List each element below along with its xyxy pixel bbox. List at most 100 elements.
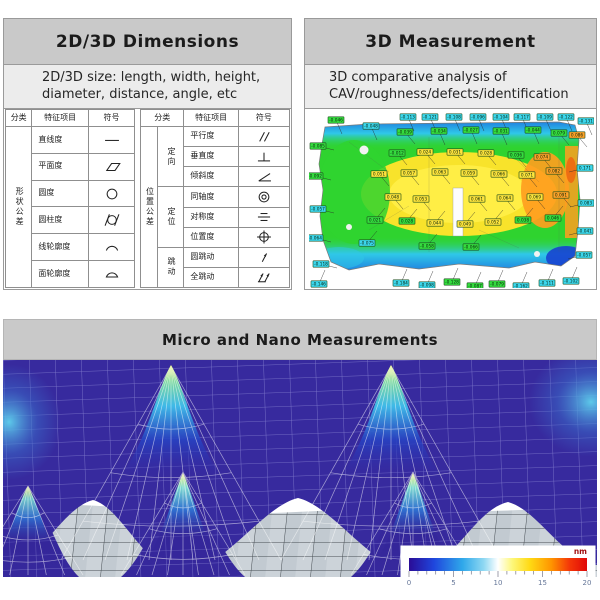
straightness-icon xyxy=(99,135,125,144)
measurement-label: -0.117 xyxy=(513,113,531,132)
measurement-label: 0.048 xyxy=(384,193,404,210)
measurement-label: 0.079 xyxy=(550,129,570,146)
measurement-label: -0.041 xyxy=(568,227,594,236)
measurement-label: -0.048 xyxy=(362,122,380,141)
svg-text:-0.128: -0.128 xyxy=(445,280,459,286)
svg-text:-0.058: -0.058 xyxy=(420,244,434,250)
svg-text:-0.102: -0.102 xyxy=(564,279,578,285)
svg-text:0.052: 0.052 xyxy=(487,220,500,226)
svg-text:0.049: 0.049 xyxy=(459,222,472,228)
measurement-label: -0.096 xyxy=(469,113,487,132)
svg-text:0.071: 0.071 xyxy=(521,173,534,179)
measurement-label: -0.113 xyxy=(399,113,417,132)
coaxiality-icon xyxy=(251,191,277,203)
measurement-label: 0.031 xyxy=(446,148,466,165)
measurement-label: 0.074 xyxy=(533,153,553,170)
svg-text:-0.121: -0.121 xyxy=(423,115,437,121)
svg-text:0.053: 0.053 xyxy=(415,197,428,203)
part-slot xyxy=(452,187,464,237)
feature-item: 平面度 xyxy=(31,152,89,181)
measurement-label: -0.046 xyxy=(327,116,345,135)
svg-text:-0.109: -0.109 xyxy=(538,115,552,121)
measurement-label: -0.085 xyxy=(309,142,335,151)
col-header-symbol: 符号 xyxy=(87,109,136,127)
colorbar-tick-label: 15 xyxy=(538,579,547,587)
measurement-label: 0.046 xyxy=(544,205,564,222)
measurement-label: 0.021 xyxy=(366,207,386,224)
col-header-category: 分类 xyxy=(4,109,33,127)
svg-text:-0.131: -0.131 xyxy=(579,119,593,125)
svg-text:-0.048: -0.048 xyxy=(364,124,378,130)
measurement-label: 0.066 xyxy=(490,170,510,187)
measured-part xyxy=(319,122,580,270)
svg-text:-0.046: -0.046 xyxy=(329,118,343,124)
parallelism-icon xyxy=(251,131,277,142)
measurement-label: 0.028 xyxy=(398,208,418,225)
svg-text:-0.057: -0.057 xyxy=(577,253,591,259)
feature-item: 线轮廓度 xyxy=(31,233,89,262)
svg-text:-0.184: -0.184 xyxy=(394,281,408,287)
svg-text:0.021: 0.021 xyxy=(369,218,382,224)
panel-2d3d-subtitle: 2D/3D size: length, width, height, diame… xyxy=(4,65,291,109)
svg-text:-0.039: -0.039 xyxy=(398,130,412,136)
panel-3d-header: 3D Measurement xyxy=(305,19,596,65)
colorbar: nm 0 5 10 15 20 xyxy=(400,545,596,593)
svg-text:0.059: 0.059 xyxy=(463,171,476,177)
tolerance-table-form: 分类 特征项目 符号 形状公差 直线度 平面度 圆度 圆柱度 线轮廓度 面轮廓度 xyxy=(4,109,136,288)
heatmap-image: -0.113 -0.121 -0.108 -0.096 -0.104 -0.117 -0.1… xyxy=(305,109,596,291)
svg-text:-0.075: -0.075 xyxy=(360,241,374,247)
measurement-label: 0.091 xyxy=(552,191,572,208)
measurement-label: -0.131 xyxy=(577,117,594,136)
svg-text:-0.104: -0.104 xyxy=(494,115,508,121)
svg-text:0.091: 0.091 xyxy=(555,193,568,199)
measurement-label: -0.128 xyxy=(443,267,461,286)
subcategory-runout: 跳动 xyxy=(156,246,185,289)
cylindricity-icon xyxy=(99,214,125,227)
subcategory-location: 定位 xyxy=(156,186,185,248)
perpendicularity-icon xyxy=(251,152,277,162)
svg-text:-0.117: -0.117 xyxy=(515,115,529,121)
colorbar-tick-label: 10 xyxy=(494,579,503,587)
feature-item: 对称度 xyxy=(183,206,239,228)
measurement-label: 0.069 xyxy=(526,193,546,210)
measurement-label: 0.052 xyxy=(484,209,504,226)
panel-3d-subtitle: 3D comparative analysis of CAV/roughness… xyxy=(305,65,596,109)
measurement-label: 0.053 xyxy=(412,195,432,212)
svg-text:0.051: 0.051 xyxy=(373,172,386,178)
measurement-label: -0.079 xyxy=(488,269,506,288)
svg-text:0.079: 0.079 xyxy=(553,131,566,137)
part-hole xyxy=(346,224,352,230)
svg-text:0.061: 0.061 xyxy=(471,197,484,203)
position-icon xyxy=(251,230,277,244)
measurement-label: -0.122 xyxy=(557,113,575,132)
part-hole xyxy=(534,251,540,257)
colorbar-tick-label: 20 xyxy=(583,579,592,587)
colorbar-tick-label: 0 xyxy=(407,579,411,587)
panel-2d3d-dimensions: 2D/3D Dimensions 2D/3D size: length, wid… xyxy=(3,18,292,290)
svg-text:-0.064: -0.064 xyxy=(309,236,322,242)
measurement-label: -0.098 xyxy=(418,270,436,288)
measurement-label: 0.028 xyxy=(477,149,497,166)
svg-text:-0.108: -0.108 xyxy=(447,115,461,121)
feature-item: 倾斜度 xyxy=(183,166,239,188)
measurement-label: -0.108 xyxy=(445,113,463,132)
svg-text:-0.118: -0.118 xyxy=(314,262,328,268)
panel-2d3d-header: 2D/3D Dimensions xyxy=(4,19,291,65)
measurement-label: 0.082 xyxy=(545,167,565,184)
measurement-label: 0.061 xyxy=(468,195,488,212)
part-hole xyxy=(359,145,369,155)
flatness-icon xyxy=(99,162,125,171)
svg-text:-0.146: -0.146 xyxy=(312,282,326,288)
svg-text:-0.085: -0.085 xyxy=(311,144,325,150)
measurement-label: 0.083 xyxy=(569,199,594,208)
col-header-symbol: 符号 xyxy=(237,109,291,127)
measurement-label: -0.162 xyxy=(512,271,530,288)
nano-surface-plot: nm 0 5 10 15 20 xyxy=(3,360,597,600)
svg-text:0.028: 0.028 xyxy=(401,219,414,225)
symmetry-icon xyxy=(251,213,277,222)
svg-text:0.064: 0.064 xyxy=(499,196,512,202)
svg-text:-0.087: -0.087 xyxy=(468,284,482,288)
svg-text:0.028: 0.028 xyxy=(480,151,493,157)
svg-text:0.063: 0.063 xyxy=(434,170,447,176)
svg-text:0.074: 0.074 xyxy=(536,155,549,161)
